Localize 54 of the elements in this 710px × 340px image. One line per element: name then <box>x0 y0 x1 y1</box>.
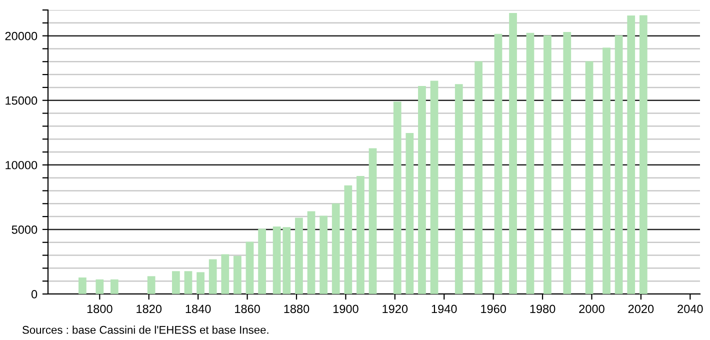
x-tick-label: 1880 <box>284 304 310 314</box>
bar <box>563 32 572 294</box>
x-tick-label: 1820 <box>136 304 162 314</box>
bar <box>78 277 86 294</box>
x-tick-label: 2020 <box>628 304 654 314</box>
bar <box>393 102 402 294</box>
bar <box>246 242 254 294</box>
x-tick-label: 1920 <box>382 304 408 314</box>
bar <box>221 254 230 294</box>
y-tick-label: 20000 <box>5 32 38 40</box>
bar <box>147 276 156 294</box>
x-tick-label: 1940 <box>432 304 457 314</box>
bar <box>430 80 438 294</box>
bar <box>418 86 426 294</box>
bar <box>509 12 517 294</box>
y-tick-label: 5000 <box>12 225 38 234</box>
bar <box>368 148 377 294</box>
bar <box>627 16 636 294</box>
bar <box>544 35 552 294</box>
bar <box>208 259 217 294</box>
x-tick-label: 1840 <box>186 304 211 314</box>
bar <box>454 84 463 294</box>
x-tick-label: 2040 <box>678 304 703 314</box>
bar <box>614 35 623 294</box>
bar <box>184 271 192 294</box>
bar <box>96 279 104 294</box>
bar <box>110 279 118 294</box>
bar <box>307 211 316 294</box>
bar <box>494 34 502 294</box>
bar <box>295 218 303 294</box>
x-tick-label: 1960 <box>481 304 506 314</box>
bar <box>344 185 352 294</box>
bar <box>406 133 414 294</box>
x-tick-label: 1900 <box>333 304 358 314</box>
bar <box>258 228 266 294</box>
bar <box>474 61 483 294</box>
bar <box>332 203 340 294</box>
y-tick-label: 10000 <box>6 160 38 170</box>
bar <box>526 32 534 294</box>
bar <box>639 15 648 294</box>
bar <box>602 48 610 294</box>
y-tick-label: 0 <box>31 290 38 298</box>
y-tick-label: 15000 <box>6 96 38 105</box>
bar <box>356 176 364 294</box>
x-tick-label: 1980 <box>530 304 556 314</box>
x-tick-label: 1860 <box>235 304 260 314</box>
bar <box>320 216 328 294</box>
x-tick-label: 1800 <box>87 304 112 314</box>
bar <box>196 272 204 294</box>
bar <box>172 271 180 294</box>
x-tick-label: 2000 <box>579 304 604 314</box>
bar <box>234 256 242 294</box>
bar <box>585 61 594 294</box>
source-note: Sources : base Cassini de l'EHESS et base Insee. <box>22 326 268 334</box>
